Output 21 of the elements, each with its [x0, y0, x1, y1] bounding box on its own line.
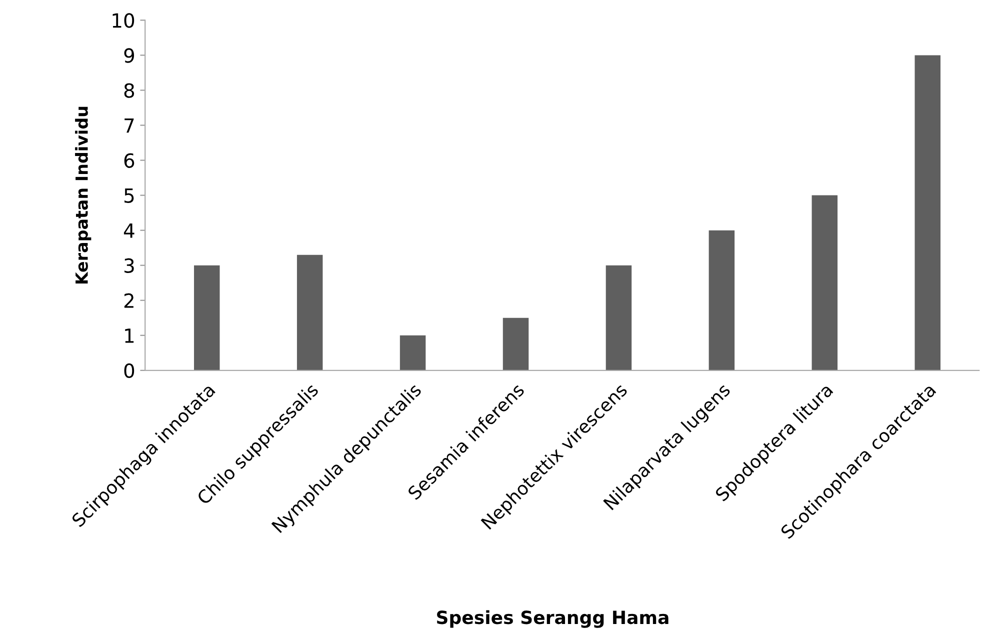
- bar: [194, 265, 220, 370]
- y-tick-label: 8: [124, 83, 134, 98]
- bar: [708, 230, 735, 370]
- y-tick-label: 4: [124, 224, 134, 238]
- bar: [400, 335, 426, 370]
- y-tick-label: 10: [112, 13, 134, 28]
- y-tick-label: 3: [124, 258, 134, 273]
- y-tick-label: 1: [125, 328, 134, 343]
- bar: [502, 318, 529, 370]
- y-tick-label: 6: [124, 153, 134, 168]
- y-tick-label: 7: [124, 118, 134, 133]
- y-tick-label: 9: [124, 48, 134, 63]
- bar: [812, 195, 838, 370]
- y-tick-label: 5: [124, 188, 134, 203]
- y-tick-label: 0: [124, 363, 134, 378]
- bar: [914, 55, 940, 370]
- bar: [296, 254, 323, 370]
- x-axis-title: Spesies Serangg Hama: [437, 610, 668, 628]
- bar: [606, 265, 632, 370]
- y-axis-title: Kerapatan Individu: [75, 106, 92, 284]
- y-tick-label: 2: [124, 293, 134, 308]
